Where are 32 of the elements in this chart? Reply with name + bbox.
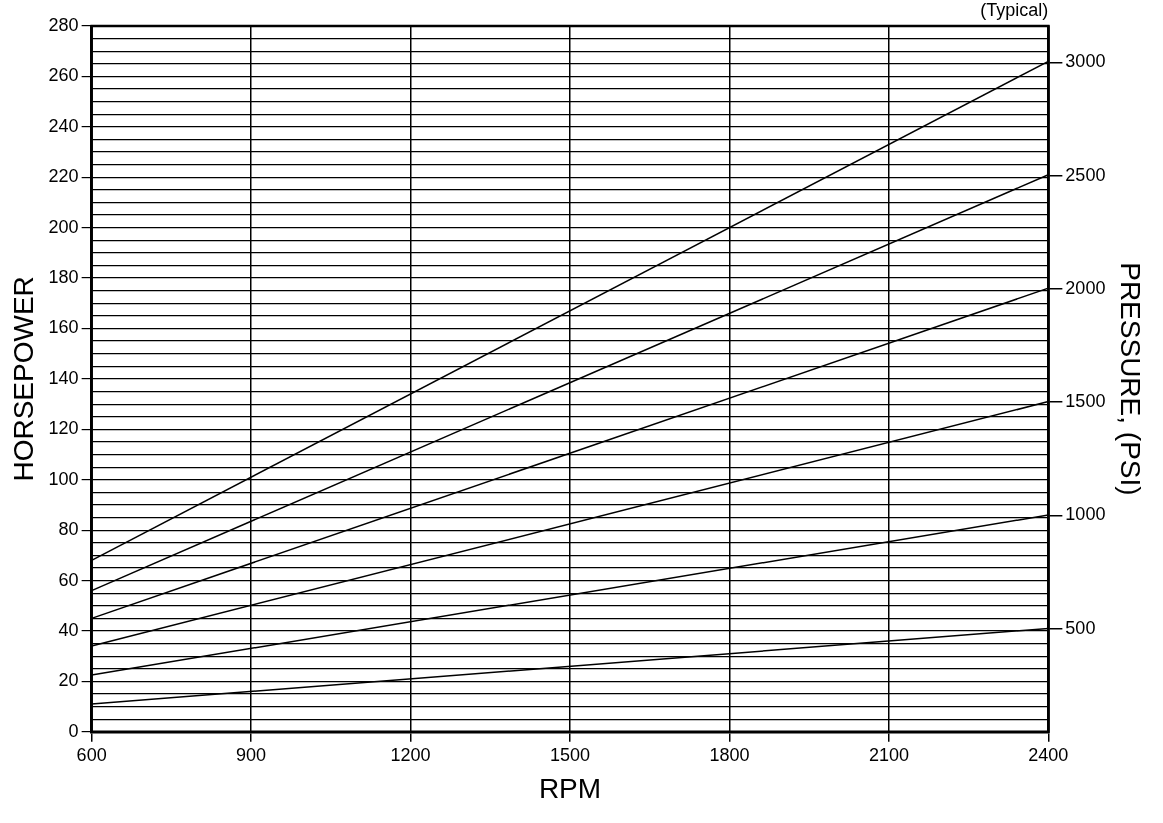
x-axis-title: RPM <box>538 772 602 804</box>
y-tick-label: 0 <box>68 720 79 741</box>
x-tick-label: 2100 <box>868 744 909 765</box>
y-tick-label: 180 <box>48 267 79 288</box>
y2-tick-label: 1000 <box>1065 504 1106 525</box>
y-tick-label: 60 <box>58 569 79 590</box>
y-tick-label: 240 <box>48 115 79 136</box>
x-tick-label: 900 <box>236 744 267 765</box>
y-tick-label: 140 <box>48 367 79 388</box>
y2-tick-label: 2500 <box>1065 164 1106 185</box>
y2-tick-label: 500 <box>1065 617 1096 638</box>
y-tick-label: 40 <box>58 619 79 640</box>
y2-axis-title: PRESSURE, (PSI) <box>1115 262 1147 496</box>
x-tick-label: 1500 <box>549 744 591 765</box>
x-tick-label: 2400 <box>1028 744 1069 765</box>
x-tick-label: 600 <box>76 744 107 765</box>
y-tick-label: 100 <box>48 468 79 489</box>
y-tick-label: 80 <box>58 519 79 540</box>
y-tick-label: 280 <box>48 14 79 35</box>
x-tick-label: 1200 <box>390 744 431 765</box>
y-tick-label: 220 <box>48 166 79 187</box>
y-tick-label: 20 <box>58 670 79 691</box>
y-axis-title: HORSEPOWER <box>7 276 39 482</box>
y-tick-label: 260 <box>48 65 79 86</box>
y-tick-label: 120 <box>48 418 79 439</box>
y2-tick-label: 3000 <box>1065 51 1106 72</box>
x-tick-label: 1800 <box>709 744 750 765</box>
y2-tick-label: 1500 <box>1065 391 1106 412</box>
y-tick-label: 200 <box>48 216 79 237</box>
chart-subtitle: (Typical) <box>980 0 1049 20</box>
y2-tick-label: 2000 <box>1065 277 1106 298</box>
y-tick-label: 160 <box>48 317 79 338</box>
